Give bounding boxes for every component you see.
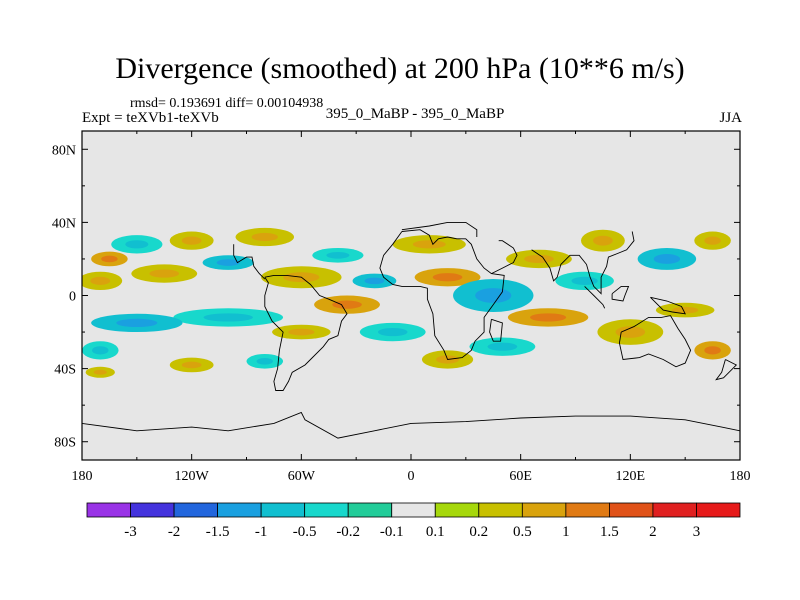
colorbar-label: 0.5 — [513, 524, 532, 540]
season-label: JJA — [719, 110, 742, 126]
x-tick-label: 120E — [616, 469, 646, 484]
colorbar-swatch — [391, 502, 436, 518]
chart-title: Divergence (smoothed) at 200 hPa (10**6 … — [115, 52, 685, 85]
coastline — [531, 231, 635, 295]
experiment-label: Expt = teXVb1-teXVb — [82, 110, 219, 126]
divergence-core — [672, 306, 699, 314]
colorbar-label: -3 — [124, 524, 137, 540]
colorbar-label: -2 — [168, 524, 181, 540]
colorbar-label: -1.5 — [206, 524, 230, 540]
colorbar-swatch — [260, 502, 306, 518]
divergence-core — [332, 300, 362, 309]
divergence-core — [412, 240, 446, 249]
divergence-core — [216, 259, 240, 266]
divergence-core — [251, 232, 278, 242]
colorbar-swatch — [434, 502, 480, 518]
divergence-core — [149, 269, 180, 278]
colorbar-swatch — [217, 502, 262, 518]
divergence-core — [432, 273, 463, 282]
coastline — [491, 240, 518, 275]
colorbar-label: 0.2 — [469, 524, 488, 540]
divergence-core — [256, 358, 274, 365]
x-tick-label: 180 — [730, 469, 751, 484]
divergence-core — [92, 346, 109, 355]
divergence-core — [203, 313, 253, 322]
colorbar-swatch — [565, 502, 610, 518]
colorbar-swatch — [304, 502, 349, 518]
divergence-core — [704, 236, 721, 245]
coastline — [401, 221, 478, 237]
colorbar-swatch — [347, 502, 393, 518]
divergence-core — [529, 313, 567, 322]
colorbar-label: -0.2 — [336, 524, 360, 540]
divergence-core — [704, 346, 721, 355]
coastline — [264, 274, 348, 391]
y-tick-label: 0 — [69, 290, 76, 305]
x-tick-label: 60W — [288, 469, 316, 484]
plot-background — [82, 131, 740, 460]
y-tick-label: 80S — [54, 436, 76, 451]
coastline — [379, 229, 505, 360]
divergence-core — [615, 326, 646, 338]
divergence-core — [475, 288, 512, 303]
x-axis: 180 120W 60W 0 60E 120E 180 — [72, 131, 751, 484]
colorbar-swatch — [86, 502, 131, 518]
colorbar-label: 1 — [562, 524, 570, 540]
colorbar-swatch — [696, 502, 741, 518]
stats-label: rmsd= 0.193691 diff= 0.00104938 — [130, 96, 324, 111]
coastline — [715, 359, 738, 381]
colorbar-label: 1.5 — [600, 524, 619, 540]
divergence-core — [125, 240, 149, 249]
divergence-core — [487, 342, 518, 351]
colorbar-label: -0.1 — [380, 524, 404, 540]
colorbar-swatch — [609, 502, 654, 518]
coastline — [650, 296, 686, 315]
divergence-core — [377, 327, 408, 337]
y-tick-label: 40N — [52, 216, 76, 231]
colorbar-label: -0.5 — [293, 524, 317, 540]
colorbar-swatch — [652, 502, 697, 518]
divergence-core — [288, 328, 315, 336]
divergence-core — [90, 276, 111, 285]
x-tick-label: 120W — [175, 469, 210, 484]
divergence-core — [181, 236, 202, 245]
x-tick-label: 60E — [509, 469, 532, 484]
divergence-core — [326, 251, 350, 259]
coastline — [82, 411, 740, 439]
colorbar-swatch — [173, 502, 218, 518]
colorbar: -3 -2 -1.5 -1 -0.5 -0.2 -0.1 0.1 0.2 0.5 1 1.5 2 3 — [86, 502, 741, 540]
colorbar-label: 2 — [649, 524, 657, 540]
colorbar-swatch — [521, 502, 567, 518]
coastline — [489, 318, 503, 342]
colorbar-swatch — [478, 502, 523, 518]
y-axis: 80N 40N 0 40S 80S — [52, 143, 740, 451]
y-tick-label: 80N — [52, 143, 76, 158]
colorbar-label: -1 — [255, 524, 268, 540]
divergence-core — [653, 254, 681, 264]
y-tick-label: 40S — [54, 363, 76, 378]
coastline — [584, 286, 606, 309]
colorbar-label: 0.1 — [426, 524, 445, 540]
divergence-core — [181, 361, 202, 369]
divergence-core — [364, 277, 385, 285]
divergence-core — [101, 255, 118, 263]
colorbar-swatch — [130, 502, 175, 518]
colorbar-label: 3 — [693, 524, 701, 540]
divergence-core — [524, 254, 554, 264]
coastlines — [82, 221, 740, 439]
plot-area — [82, 131, 740, 460]
divergence-core — [593, 235, 613, 246]
divergence-core — [571, 276, 598, 285]
coastline — [618, 315, 692, 368]
x-tick-label: 0 — [408, 469, 415, 484]
case-label: 395_0_MaBP - 395_0_MaBP — [325, 106, 505, 122]
divergence-core — [93, 369, 107, 375]
coastline — [611, 285, 630, 302]
divergence-core — [116, 318, 158, 328]
x-tick-label: 180 — [72, 469, 93, 484]
coastline — [233, 244, 266, 280]
